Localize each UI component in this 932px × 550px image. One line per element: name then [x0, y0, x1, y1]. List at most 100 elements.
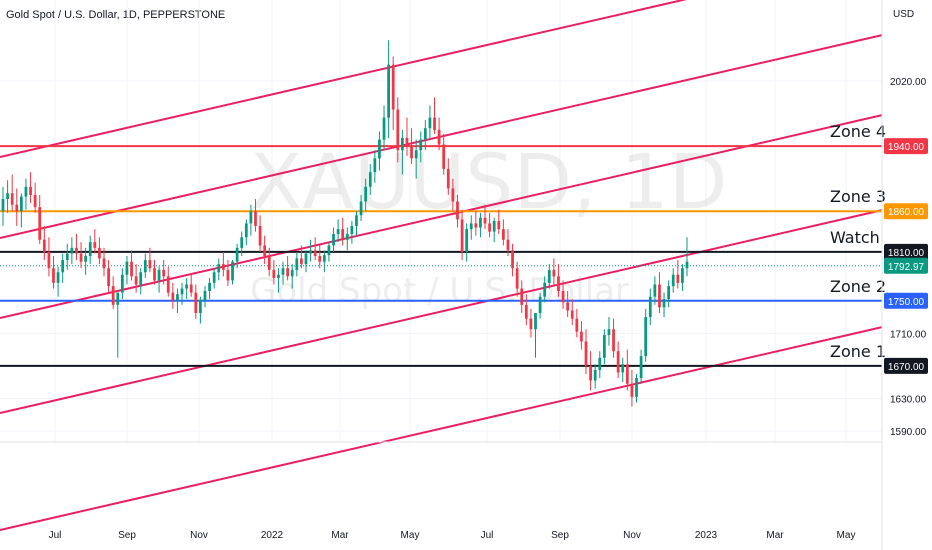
- level-price-tag: [884, 292, 928, 309]
- candle-body: [304, 253, 308, 265]
- candle-body: [153, 268, 156, 281]
- candle-body: [341, 229, 345, 240]
- candle-body: [685, 261, 689, 269]
- candle-body: [309, 250, 312, 254]
- candle-body: [465, 229, 469, 252]
- candle-body: [469, 223, 473, 230]
- candle-body: [359, 201, 363, 216]
- candle-body: [405, 137, 409, 147]
- candle-body: [566, 302, 570, 311]
- candle-body: [501, 229, 505, 240]
- candle-body: [497, 221, 501, 230]
- candle-body: [364, 186, 368, 202]
- level-label: Watch: [830, 228, 880, 247]
- candle-body: [630, 383, 634, 397]
- candle-body: [350, 225, 354, 235]
- candle-body: [414, 150, 418, 159]
- x-tick-label: Nov: [190, 530, 208, 541]
- candle-body: [658, 284, 661, 308]
- level-price-tag: [884, 138, 928, 155]
- channel-line: [0, 114, 883, 319]
- candle-body: [24, 186, 28, 197]
- candle-body: [194, 292, 198, 313]
- candle-body: [6, 193, 9, 200]
- candle-body: [189, 284, 193, 293]
- candle-body: [226, 269, 230, 281]
- level-price-tag: [884, 243, 928, 260]
- candle-body: [644, 317, 648, 357]
- candle-body: [336, 229, 340, 235]
- channel-line: [0, 326, 883, 531]
- candle-body: [575, 318, 579, 332]
- candle-body: [143, 260, 147, 273]
- candle-body: [662, 299, 666, 308]
- candle-body: [492, 221, 496, 232]
- candle-body: [602, 334, 606, 358]
- candle-body: [676, 274, 680, 283]
- candle-body: [116, 292, 120, 305]
- candle-body: [61, 260, 65, 273]
- candle-body: [479, 217, 482, 228]
- candle-body: [511, 250, 514, 269]
- watermark-description: Gold Spot / U.S. Dollar: [250, 271, 629, 311]
- candle-body: [368, 172, 372, 187]
- candle-body: [584, 341, 588, 366]
- candle-body: [134, 276, 138, 285]
- candle-body: [212, 272, 216, 283]
- candle-body: [378, 139, 381, 159]
- x-tick-label: Jul: [481, 530, 494, 541]
- level-price-tag: [884, 357, 928, 374]
- candle-body: [29, 186, 32, 195]
- time-axis[interactable]: Jul Sep Nov 2022 Mar May Jul Sep Nov 2023 Mar May: [49, 530, 856, 541]
- candle-body: [203, 291, 207, 301]
- price-tags: 1940.00 1860.00 1810.00 1750.00 1670.00 1792.…: [884, 138, 928, 374]
- candle-body: [300, 258, 303, 265]
- candle-body: [221, 264, 225, 270]
- last-price-text: 1792.97: [888, 262, 925, 273]
- watermark-symbol: XAUUSD, 1D: [250, 137, 727, 226]
- candle-body: [148, 260, 152, 269]
- candle-body: [19, 196, 23, 212]
- candle-body: [621, 364, 625, 373]
- candle-body: [166, 276, 170, 293]
- candle-body: [524, 304, 528, 319]
- candle-body: [65, 253, 69, 261]
- level-label: Zone 4: [830, 122, 886, 141]
- candle-body: [607, 329, 611, 335]
- candle-body: [515, 268, 519, 289]
- candle-body: [382, 117, 386, 140]
- candle-body: [70, 247, 74, 254]
- candle-body: [56, 272, 60, 283]
- candle-body: [483, 217, 487, 224]
- candle-body: [185, 284, 189, 289]
- candle-body: [42, 239, 46, 252]
- candles: [1, 40, 689, 407]
- chart-title: Gold Spot / U.S. Dollar, 1D, PEPPERSTONE: [6, 9, 226, 21]
- candle-body: [10, 193, 14, 205]
- candle-body: [313, 250, 317, 256]
- candle-body: [281, 268, 285, 275]
- x-tick-label: Sep: [551, 530, 569, 541]
- candle-body: [460, 219, 464, 252]
- channel-line: [0, 0, 688, 158]
- candle-body: [111, 286, 115, 305]
- candle-body: [130, 261, 133, 277]
- candle-body: [157, 269, 161, 281]
- candle-body: [277, 274, 280, 278]
- candle-body: [648, 296, 652, 318]
- candle-body: [272, 269, 276, 278]
- candle-body: [162, 269, 166, 277]
- candle-body: [102, 258, 106, 269]
- candle-body: [593, 369, 597, 381]
- candle-body: [327, 245, 331, 256]
- candle-body: [580, 331, 583, 342]
- y-tick-label: 1710.00: [890, 329, 927, 340]
- candle-body: [244, 223, 248, 238]
- candle-body: [451, 188, 455, 202]
- candle-body: [635, 378, 638, 397]
- candle-body: [15, 204, 19, 212]
- candle-body: [180, 288, 184, 295]
- x-tick-label: Nov: [623, 530, 641, 541]
